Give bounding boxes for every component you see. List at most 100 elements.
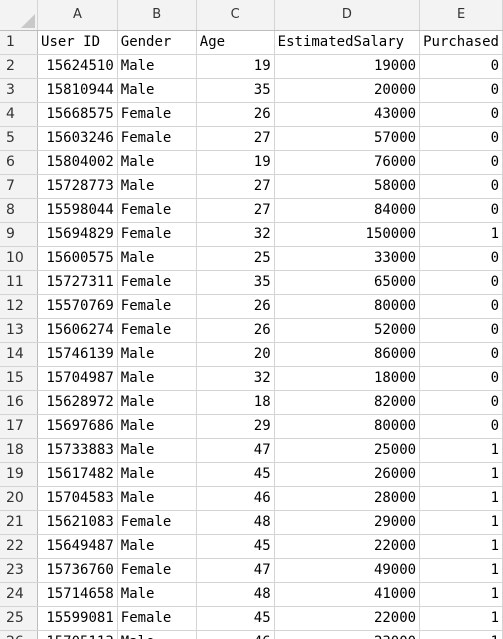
cell-age[interactable]: 48 [196, 510, 275, 535]
cell-header-purchased[interactable]: Purchased [419, 30, 503, 55]
cell-user-id[interactable]: 15668575 [37, 102, 118, 127]
cell-user-id[interactable]: 15804002 [37, 150, 118, 175]
cell-gender[interactable]: Male [117, 534, 197, 559]
cell-user-id[interactable]: 15746139 [37, 342, 118, 367]
cell-estimated-salary[interactable]: 80000 [274, 294, 421, 319]
cell-estimated-salary[interactable]: 19000 [274, 54, 421, 79]
cell-purchased[interactable]: 0 [419, 126, 503, 151]
select-all-corner[interactable] [0, 0, 39, 31]
row-header[interactable]: 23 [0, 558, 39, 583]
cell-gender[interactable]: Male [117, 438, 197, 463]
cell-age[interactable]: 47 [196, 558, 275, 583]
cell-purchased[interactable]: 1 [419, 510, 503, 535]
cell-user-id[interactable]: 15704583 [37, 486, 118, 511]
cell-gender[interactable]: Female [117, 126, 197, 151]
cell-user-id[interactable]: 15599081 [37, 606, 118, 631]
row-header[interactable]: 19 [0, 462, 39, 487]
cell-gender[interactable]: Female [117, 198, 197, 223]
cell-gender[interactable]: Male [117, 78, 197, 103]
cell-estimated-salary[interactable]: 18000 [274, 366, 421, 391]
cell-estimated-salary[interactable]: 80000 [274, 414, 421, 439]
row-header-1[interactable]: 1 [0, 30, 39, 55]
cell-header-age[interactable]: Age [196, 30, 275, 55]
cell-gender[interactable]: Male [117, 246, 197, 271]
cell-gender[interactable]: Male [117, 150, 197, 175]
cell-age[interactable]: 46 [196, 630, 275, 639]
cell-user-id[interactable]: 15603246 [37, 126, 118, 151]
cell-purchased[interactable]: 0 [419, 150, 503, 175]
cell-estimated-salary[interactable]: 22000 [274, 534, 421, 559]
cell-purchased[interactable]: 0 [419, 294, 503, 319]
row-header[interactable]: 20 [0, 486, 39, 511]
cell-gender[interactable]: Female [117, 558, 197, 583]
cell-purchased[interactable]: 0 [419, 198, 503, 223]
cell-purchased[interactable]: 1 [419, 582, 503, 607]
cell-gender[interactable]: Female [117, 270, 197, 295]
row-header[interactable]: 8 [0, 198, 39, 223]
cell-user-id[interactable]: 15704987 [37, 366, 118, 391]
cell-age[interactable]: 27 [196, 174, 275, 199]
cell-purchased[interactable]: 0 [419, 414, 503, 439]
cell-user-id[interactable]: 15570769 [37, 294, 118, 319]
cell-estimated-salary[interactable]: 41000 [274, 582, 421, 607]
row-header[interactable]: 2 [0, 54, 39, 79]
cell-estimated-salary[interactable]: 86000 [274, 342, 421, 367]
cell-estimated-salary[interactable]: 57000 [274, 126, 421, 151]
cell-user-id[interactable]: 15810944 [37, 78, 118, 103]
cell-gender[interactable]: Male [117, 486, 197, 511]
row-header[interactable]: 15 [0, 366, 39, 391]
cell-gender[interactable]: Male [117, 414, 197, 439]
cell-estimated-salary[interactable]: 29000 [274, 510, 421, 535]
cell-age[interactable]: 19 [196, 54, 275, 79]
cell-user-id[interactable]: 15617482 [37, 462, 118, 487]
row-header[interactable]: 10 [0, 246, 39, 271]
cell-estimated-salary[interactable]: 28000 [274, 486, 421, 511]
cell-user-id[interactable]: 15694829 [37, 222, 118, 247]
cell-gender[interactable]: Female [117, 294, 197, 319]
cell-header-user-id[interactable]: User ID [37, 30, 118, 55]
cell-user-id[interactable]: 15624510 [37, 54, 118, 79]
cell-age[interactable]: 45 [196, 606, 275, 631]
cell-gender[interactable]: Male [117, 174, 197, 199]
column-header-c[interactable]: C [196, 0, 275, 31]
row-header[interactable]: 17 [0, 414, 39, 439]
cell-purchased[interactable]: 0 [419, 390, 503, 415]
cell-gender[interactable]: Female [117, 510, 197, 535]
cell-purchased[interactable]: 1 [419, 606, 503, 631]
cell-estimated-salary[interactable]: 52000 [274, 318, 421, 343]
cell-gender[interactable]: Male [117, 342, 197, 367]
cell-purchased[interactable]: 0 [419, 342, 503, 367]
cell-estimated-salary[interactable]: 76000 [274, 150, 421, 175]
row-header[interactable]: 9 [0, 222, 39, 247]
cell-user-id[interactable]: 15727311 [37, 270, 118, 295]
cell-gender[interactable]: Female [117, 318, 197, 343]
cell-purchased[interactable]: 0 [419, 366, 503, 391]
cell-user-id[interactable]: 15628972 [37, 390, 118, 415]
cell-age[interactable]: 29 [196, 414, 275, 439]
cell-purchased[interactable]: 1 [419, 558, 503, 583]
cell-age[interactable]: 35 [196, 78, 275, 103]
cell-purchased[interactable]: 0 [419, 270, 503, 295]
cell-age[interactable]: 27 [196, 126, 275, 151]
cell-estimated-salary[interactable]: 23000 [274, 630, 421, 639]
row-header[interactable]: 4 [0, 102, 39, 127]
cell-user-id[interactable]: 15606274 [37, 318, 118, 343]
row-header[interactable]: 26 [0, 630, 39, 639]
cell-age[interactable]: 45 [196, 462, 275, 487]
cell-header-gender[interactable]: Gender [117, 30, 197, 55]
cell-age[interactable]: 26 [196, 318, 275, 343]
row-header[interactable]: 21 [0, 510, 39, 535]
cell-purchased[interactable]: 1 [419, 630, 503, 639]
cell-age[interactable]: 27 [196, 198, 275, 223]
cell-purchased[interactable]: 0 [419, 78, 503, 103]
cell-age[interactable]: 20 [196, 342, 275, 367]
column-header-b[interactable]: B [117, 0, 197, 31]
cell-user-id[interactable]: 15736760 [37, 558, 118, 583]
cell-age[interactable]: 32 [196, 222, 275, 247]
cell-estimated-salary[interactable]: 65000 [274, 270, 421, 295]
cell-age[interactable]: 18 [196, 390, 275, 415]
row-header[interactable]: 11 [0, 270, 39, 295]
cell-gender[interactable]: Male [117, 366, 197, 391]
cell-gender[interactable]: Male [117, 390, 197, 415]
row-header[interactable]: 25 [0, 606, 39, 631]
